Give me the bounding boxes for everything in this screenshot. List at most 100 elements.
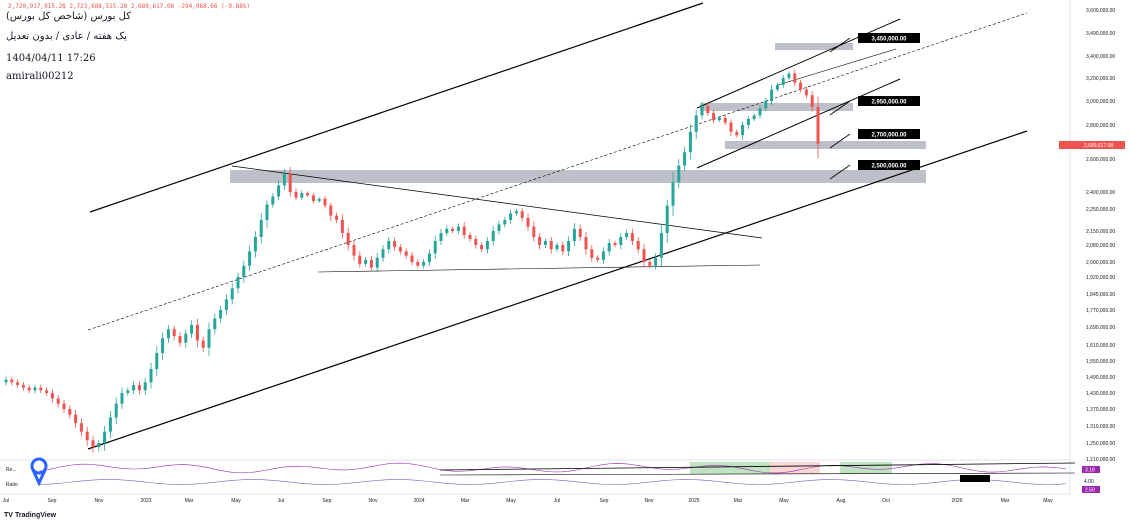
candle (648, 262, 652, 266)
oscillator-value: 3.18 (1085, 468, 1095, 474)
y-tick-label: 1,210,000.00 (1086, 457, 1115, 463)
candle (335, 215, 339, 220)
level-tag (858, 160, 920, 170)
level-label: 2,500,000.00 (871, 164, 907, 170)
candle (468, 235, 472, 239)
candle (375, 257, 379, 268)
candle (456, 226, 460, 231)
candle (445, 228, 449, 233)
candle (114, 403, 118, 418)
candle (793, 73, 797, 83)
oscillator-zone (770, 462, 820, 474)
candle (665, 205, 669, 233)
candle (45, 390, 49, 393)
candle (50, 393, 54, 399)
candle (601, 251, 605, 260)
x-tick-label: 2026 (951, 498, 962, 504)
x-tick-label: Oct (882, 498, 890, 504)
candle (178, 336, 182, 343)
x-tick-label: May (779, 498, 789, 504)
y-tick-label: 2,400,000.00 (1086, 190, 1115, 196)
candle (770, 89, 774, 101)
candle (21, 385, 25, 388)
candle (248, 251, 252, 266)
candle (91, 440, 95, 447)
candle (62, 403, 66, 409)
level-tag (858, 96, 920, 106)
x-tick-label: Sep (323, 498, 332, 504)
candle (700, 105, 704, 116)
candle (735, 131, 739, 136)
level-tag (858, 129, 920, 139)
candle (207, 329, 211, 348)
y-tick-label: 1,310,000.00 (1086, 424, 1115, 430)
candle (364, 259, 368, 264)
oscillator-value-tag (1082, 466, 1100, 473)
candle (590, 249, 594, 258)
candle (497, 224, 501, 231)
x-tick-label: 2023 (140, 498, 151, 504)
trend-line (89, 2, 704, 213)
candle (224, 299, 228, 310)
y-tick-label: 3,490,000.00 (1086, 31, 1115, 37)
candle (282, 173, 286, 186)
location-pin-icon[interactable] (28, 456, 50, 486)
candle (201, 340, 205, 348)
tradingview-logo: TV TradingView (4, 512, 57, 519)
trend-line (231, 165, 763, 239)
candle (74, 414, 78, 424)
candle (712, 113, 716, 121)
trend-line (87, 130, 1028, 450)
candle (97, 443, 101, 447)
trend-line (696, 78, 901, 169)
candle (393, 241, 397, 248)
candle (381, 249, 385, 258)
y-tick-label: 1,430,000.00 (1086, 391, 1115, 397)
candle (532, 226, 536, 237)
oscillator-trend-line (439, 462, 1076, 471)
y-tick-label: 1,550,000.00 (1086, 359, 1115, 365)
y-tick-label: 3,200,000.00 (1086, 76, 1115, 82)
candle (85, 431, 89, 441)
candle (526, 217, 530, 227)
candle (329, 205, 333, 216)
y-tick-label: 2,000,000.00 (1086, 260, 1115, 266)
oscillator-trend-line (439, 472, 1076, 476)
candle (775, 84, 779, 90)
level-tag (858, 33, 920, 43)
level-pointer (829, 100, 851, 116)
tv-icon: TV (4, 512, 13, 519)
level-label: 2,700,000.00 (871, 133, 907, 139)
candle (288, 173, 292, 192)
candle (474, 239, 478, 245)
oscillator-value: 2.50 (1085, 488, 1095, 494)
candle (555, 245, 559, 250)
trend-line (317, 264, 761, 273)
candle (126, 390, 130, 393)
level-pointer (829, 37, 851, 53)
x-tick-label: Sep (600, 498, 609, 504)
candle (277, 185, 281, 197)
candle (404, 251, 408, 256)
candle (56, 398, 60, 404)
oscillator-line (39, 462, 1067, 474)
candle (143, 382, 147, 391)
symbol-title[interactable]: کل بورس (شاخص کل بورس) (6, 11, 132, 22)
candle (33, 387, 37, 391)
x-tick-label: 2024 (413, 498, 424, 504)
candle (369, 259, 373, 268)
candle (161, 338, 165, 353)
candle (416, 262, 420, 266)
oscillator-label: Ratio (6, 482, 18, 488)
candle (729, 122, 733, 132)
candle (4, 379, 8, 383)
x-tick-label: Jul (278, 498, 284, 504)
candle (741, 125, 745, 136)
candle (346, 233, 350, 245)
candle (752, 115, 756, 119)
candle (387, 241, 391, 250)
candle (265, 204, 269, 220)
y-tick-label: 3,600,000.00 (1086, 8, 1115, 14)
candle (451, 228, 455, 231)
